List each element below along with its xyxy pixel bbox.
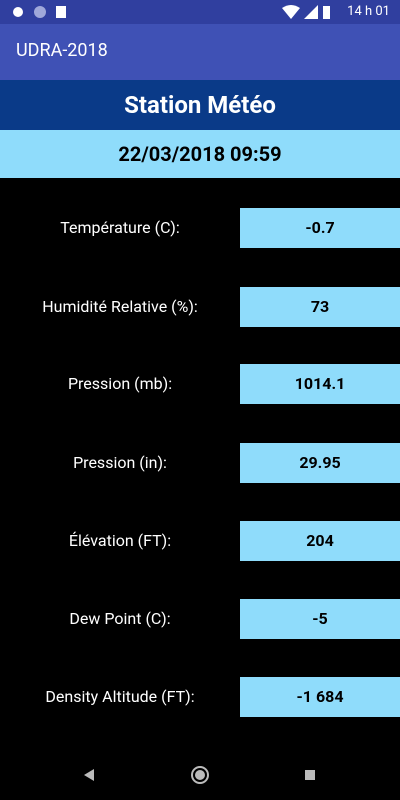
- reading-label: Élévation (FT):: [68, 531, 172, 550]
- datetime: 22/03/2018 09:59: [0, 130, 400, 178]
- reading-label: Température (C):: [60, 218, 180, 237]
- clock: 14 h 01: [347, 4, 390, 19]
- status-bar: 14 h 01: [0, 0, 400, 24]
- reading-value: -5: [240, 599, 400, 639]
- reading-value: 73: [240, 287, 400, 327]
- reading-label: Dew Point (C):: [69, 609, 171, 628]
- signal-icons: [282, 5, 330, 19]
- reading-value: 29.95: [240, 443, 400, 483]
- status-icons: [13, 6, 66, 18]
- reading-label: Pression (in):: [73, 453, 167, 472]
- reading-value: 1014.1: [240, 364, 400, 404]
- nav-bar: [84, 766, 315, 784]
- home-button[interactable]: [191, 766, 209, 784]
- back-button[interactable]: [84, 769, 94, 781]
- station-title: Station Météo: [0, 80, 400, 130]
- recents-button[interactable]: [305, 770, 315, 780]
- reading-label: Humidité Relative (%):: [42, 297, 198, 316]
- reading-value: -0.7: [240, 208, 400, 248]
- app-bar: UDRA-2018: [0, 24, 400, 80]
- reading-label: Pression (mb):: [67, 374, 173, 393]
- reading-value: 204: [240, 521, 400, 561]
- app-title: UDRA-2018: [16, 40, 108, 61]
- reading-value: -1 684: [240, 677, 400, 717]
- reading-label: Density Altitude (FT):: [45, 687, 195, 706]
